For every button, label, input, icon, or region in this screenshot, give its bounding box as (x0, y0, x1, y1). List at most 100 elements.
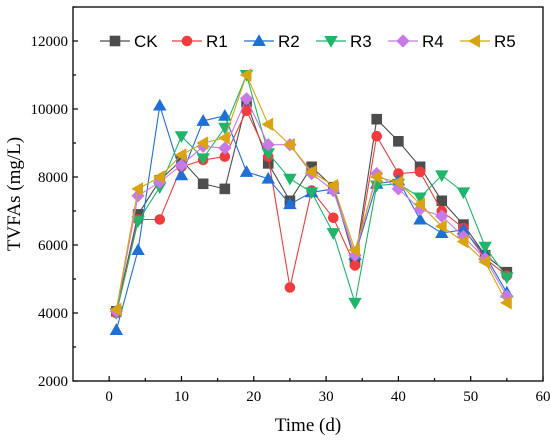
series-R2 (109, 98, 514, 335)
data-point-R5 (348, 243, 360, 257)
data-point-R2 (413, 212, 427, 225)
y-tick-label: 12000 (31, 34, 69, 50)
data-point-R5 (500, 296, 512, 310)
legend-label: R2 (278, 32, 300, 51)
data-point-R2 (435, 226, 449, 239)
legend: CK R1 R2 R3 R4 R5 (100, 32, 516, 51)
data-point-R2 (174, 168, 189, 181)
y-tick-label: 4000 (38, 306, 68, 322)
data-point-R3 (326, 228, 341, 240)
data-point-CK (393, 136, 404, 147)
legend-marker (109, 35, 121, 47)
data-point-R1 (414, 166, 426, 178)
data-point-R5 (326, 178, 339, 193)
data-point-R5 (131, 182, 144, 196)
y-tick-label: 10000 (31, 102, 69, 118)
data-point-R2 (131, 243, 145, 256)
legend-item-R1: R1 (172, 32, 228, 51)
data-point-R1 (371, 130, 382, 142)
data-point-R2 (283, 197, 297, 210)
data-point-R5 (261, 117, 274, 132)
legend-marker (468, 34, 480, 48)
axis-ticks: 0 10 20 30 40 50 60 2000 4000 6000 8000 10000 12000 (31, 6, 550, 405)
data-point-R5 (478, 255, 491, 269)
data-point-R3 (348, 297, 362, 310)
legend-label: CK (134, 32, 158, 51)
legend-item-R2: R2 (244, 32, 300, 51)
series-R3 (109, 70, 514, 320)
data-point-R1 (154, 214, 166, 225)
legend-item-R4: R4 (388, 32, 444, 51)
legend-label: R4 (422, 32, 444, 51)
data-point-R5 (196, 136, 209, 150)
data-point-R3 (283, 173, 297, 186)
data-point-R3 (304, 187, 319, 200)
data-point-CK (197, 178, 209, 190)
series-line-R2 (115, 105, 508, 331)
y-tick-label: 6000 (38, 238, 68, 254)
x-tick-label: 0 (105, 389, 113, 405)
x-tick-label: 20 (246, 389, 261, 405)
data-point-R4 (261, 138, 275, 152)
plot-border (72, 6, 544, 382)
data-point-R5 (456, 234, 469, 249)
data-point-R3 (478, 241, 492, 254)
data-point-R5 (369, 170, 382, 184)
x-tick-label: 10 (174, 389, 189, 405)
legend-label: R5 (494, 32, 516, 51)
data-point-R5 (239, 68, 252, 82)
data-point-R4 (218, 141, 232, 155)
data-point-CK (219, 183, 231, 195)
data-point-R3 (456, 187, 471, 200)
legend-marker (252, 34, 266, 46)
data-point-R2 (109, 323, 124, 335)
series-R4 (109, 92, 514, 318)
series-line-R1 (115, 109, 508, 314)
data-point-R5 (152, 170, 165, 184)
series-R5 (109, 68, 512, 317)
data-point-R1 (328, 212, 339, 224)
data-point-R4 (174, 158, 189, 172)
legend-item-R5: R5 (460, 32, 516, 51)
data-point-R5 (391, 175, 404, 189)
plot-frame (72, 6, 544, 382)
data-point-R2 (196, 114, 210, 126)
data-point-R1 (349, 260, 361, 271)
x-tick-label: 60 (536, 389, 550, 405)
data-point-R2 (261, 171, 275, 184)
legend-marker (396, 34, 410, 48)
legend-item-R3: R3 (316, 32, 372, 51)
data-point-R5 (434, 219, 447, 234)
data-point-R2 (153, 98, 167, 111)
legend-label: R1 (206, 32, 228, 51)
data-point-R5 (218, 131, 230, 145)
legend-marker (324, 36, 338, 48)
x-tick-label: 40 (391, 389, 406, 405)
data-point-R3 (196, 153, 210, 166)
data-point-R5 (109, 302, 122, 317)
series-CK (111, 96, 513, 317)
data-point-R4 (239, 92, 254, 106)
data-point-R5 (304, 165, 317, 179)
x-axis-title: Time (d) (275, 415, 341, 436)
x-tick-label: 30 (319, 389, 334, 405)
series-line-CK (115, 100, 508, 312)
data-point-R3 (500, 272, 514, 285)
data-point-R5 (413, 197, 426, 211)
legend-marker (181, 35, 193, 47)
series-line-R4 (115, 97, 508, 312)
data-point-R5 (174, 148, 187, 162)
data-point-R2 (239, 165, 254, 177)
legend-label: R3 (350, 32, 372, 51)
data-point-R5 (283, 137, 295, 152)
legend-item-CK: CK (100, 32, 158, 51)
x-tick-label: 50 (463, 389, 478, 405)
data-point-CK (371, 113, 382, 125)
y-tick-label: 2000 (38, 374, 68, 390)
data-point-R2 (218, 108, 232, 121)
data-point-R3 (413, 192, 427, 205)
series-layer (109, 68, 514, 335)
data-point-R3 (131, 216, 145, 229)
data-point-R3 (435, 170, 449, 183)
